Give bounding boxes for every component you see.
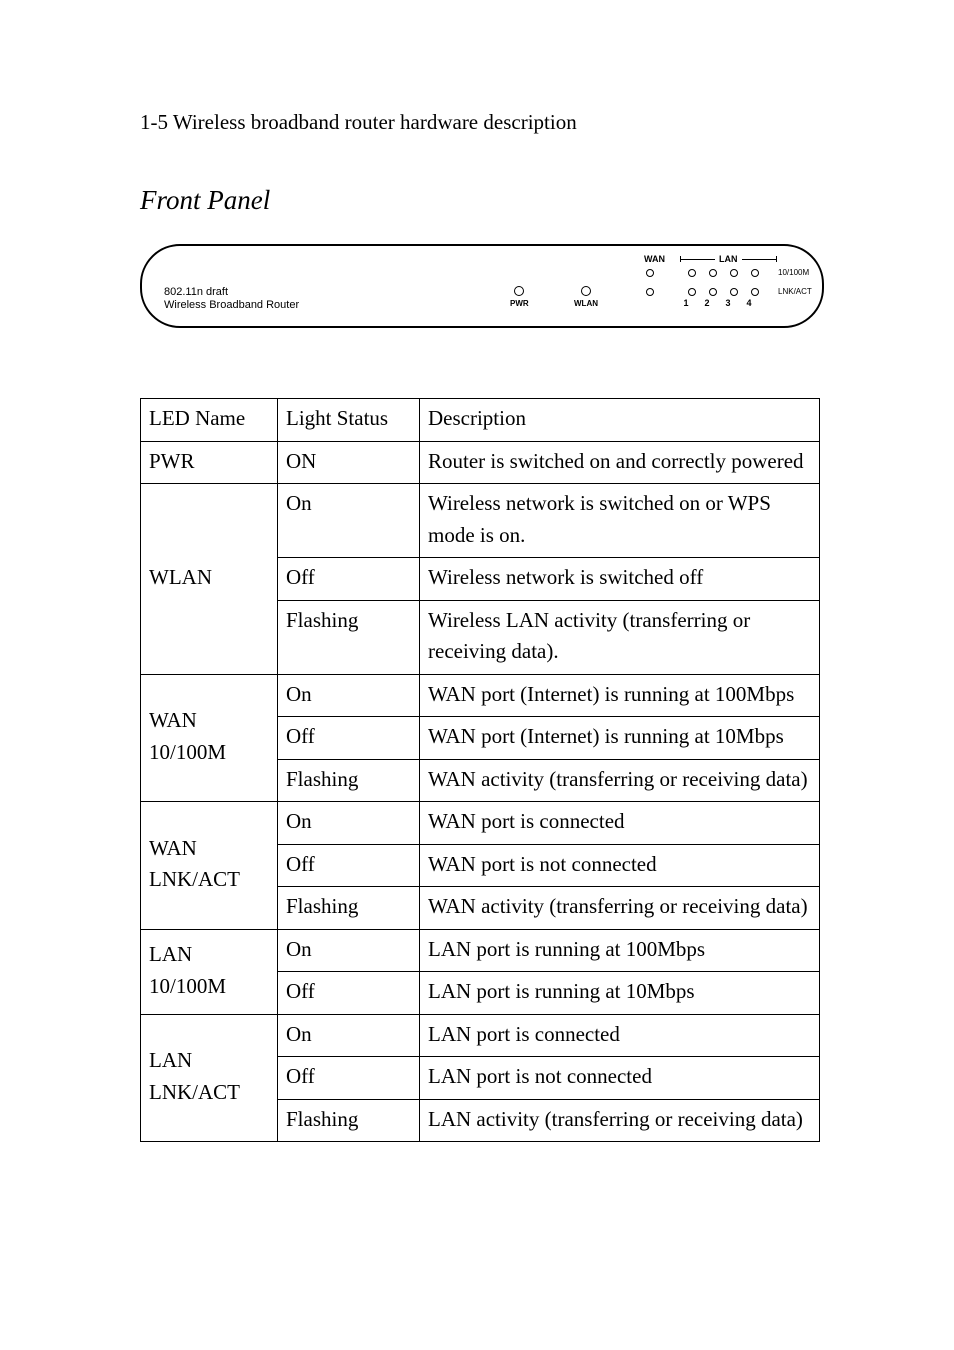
- lan-number: 3: [724, 298, 732, 308]
- panel-brand: 802.11n draft Wireless Broadband Router: [164, 286, 299, 312]
- led-name-cell: PWR: [141, 441, 278, 484]
- table-header-cell: Light Status: [278, 399, 420, 442]
- light-status-cell: Off: [278, 972, 420, 1015]
- description-cell: WAN port is connected: [420, 802, 820, 845]
- light-status-cell: Flashing: [278, 887, 420, 930]
- front-panel-diagram: 802.11n draft Wireless Broadband Router …: [140, 244, 824, 328]
- led-name-cell: WAN10/100M: [141, 674, 278, 802]
- led-circle-icon: [688, 288, 696, 296]
- light-status-cell: Flashing: [278, 1099, 420, 1142]
- description-cell: LAN activity (transferring or receiving …: [420, 1099, 820, 1142]
- light-status-cell: ON: [278, 441, 420, 484]
- light-status-cell: On: [278, 929, 420, 972]
- light-status-cell: Off: [278, 844, 420, 887]
- description-cell: LAN port is not connected: [420, 1057, 820, 1100]
- light-status-cell: Flashing: [278, 759, 420, 802]
- description-cell: Wireless LAN activity (transferring or r…: [420, 600, 820, 674]
- description-cell: Wireless network is switched on or WPS m…: [420, 484, 820, 558]
- led-circle-icon: [709, 288, 717, 296]
- description-cell: WAN port is not connected: [420, 844, 820, 887]
- led-name-cell: LAN10/100M: [141, 929, 278, 1014]
- light-status-cell: On: [278, 484, 420, 558]
- page: 1-5 Wireless broadband router hardware d…: [0, 0, 954, 1142]
- table-row: WANLNK/ACTOnWAN port is connected: [141, 802, 820, 845]
- table-header-cell: Description: [420, 399, 820, 442]
- panel-led-row-bottom: LNK/ACT: [646, 287, 812, 296]
- description-cell: WAN activity (transferring or receiving …: [420, 759, 820, 802]
- bracket-line-icon: [742, 259, 776, 260]
- section-title: 1-5 Wireless broadband router hardware d…: [140, 110, 824, 135]
- light-status-cell: On: [278, 802, 420, 845]
- panel-row-label-top: 10/100M: [778, 268, 809, 277]
- table-row: WAN10/100MOnWAN port (Internet) is runni…: [141, 674, 820, 717]
- front-panel-heading: Front Panel: [140, 185, 824, 216]
- led-circle-icon: [730, 288, 738, 296]
- light-status-cell: Flashing: [278, 600, 420, 674]
- lan-number: 4: [745, 298, 753, 308]
- panel-wan-label: WAN: [644, 254, 665, 264]
- panel-led-grid: 10/100M LNK/ACT 1 2 3 4: [646, 268, 812, 308]
- description-cell: WAN port (Internet) is running at 10Mbps: [420, 717, 820, 760]
- bracket-line-icon: [681, 259, 715, 260]
- description-cell: WAN port (Internet) is running at 100Mbp…: [420, 674, 820, 717]
- led-circle-icon: [514, 286, 524, 296]
- panel-row-label-bottom: LNK/ACT: [778, 287, 812, 296]
- led-circle-icon: [581, 286, 591, 296]
- light-status-cell: On: [278, 1014, 420, 1057]
- table-row: PWRONRouter is switched on and correctly…: [141, 441, 820, 484]
- light-status-cell: On: [278, 674, 420, 717]
- panel-led-wlan-label: WLAN: [574, 299, 598, 308]
- led-name-cell: LANLNK/ACT: [141, 1014, 278, 1142]
- panel-led-pwr: PWR: [510, 286, 529, 308]
- panel-led-row-top: 10/100M: [646, 268, 812, 277]
- description-cell: WAN activity (transferring or receiving …: [420, 887, 820, 930]
- led-table: LED NameLight StatusDescriptionPWRONRout…: [140, 398, 820, 1142]
- led-name-cell: WLAN: [141, 484, 278, 675]
- table-row: LANLNK/ACTOnLAN port is connected: [141, 1014, 820, 1057]
- led-circle-icon: [751, 269, 759, 277]
- led-circle-icon: [751, 288, 759, 296]
- table-header-row: LED NameLight StatusDescription: [141, 399, 820, 442]
- description-cell: Router is switched on and correctly powe…: [420, 441, 820, 484]
- panel-brand-line1: 802.11n draft: [164, 286, 299, 299]
- description-cell: LAN port is connected: [420, 1014, 820, 1057]
- description-cell: LAN port is running at 100Mbps: [420, 929, 820, 972]
- led-table-body: LED NameLight StatusDescriptionPWRONRout…: [141, 399, 820, 1142]
- panel-brand-line2: Wireless Broadband Router: [164, 299, 299, 312]
- panel-led-pwr-label: PWR: [510, 299, 529, 308]
- panel-lan-bracket: LAN: [680, 254, 777, 264]
- description-cell: LAN port is running at 10Mbps: [420, 972, 820, 1015]
- led-name-cell: WANLNK/ACT: [141, 802, 278, 930]
- bracket-tick-icon: [776, 256, 777, 262]
- light-status-cell: Off: [278, 1057, 420, 1100]
- table-header-cell: LED Name: [141, 399, 278, 442]
- panel-lan-label: LAN: [715, 254, 742, 264]
- lan-number: 2: [703, 298, 711, 308]
- description-cell: Wireless network is switched off: [420, 558, 820, 601]
- lan-number: 1: [682, 298, 690, 308]
- panel-led-wlan: WLAN: [574, 286, 598, 308]
- led-circle-icon: [730, 269, 738, 277]
- table-row: LAN10/100MOnLAN port is running at 100Mb…: [141, 929, 820, 972]
- led-circle-icon: [688, 269, 696, 277]
- light-status-cell: Off: [278, 558, 420, 601]
- light-status-cell: Off: [278, 717, 420, 760]
- led-circle-icon: [709, 269, 717, 277]
- led-circle-icon: [646, 269, 654, 277]
- led-circle-icon: [646, 288, 654, 296]
- panel-lan-numbers: 1 2 3 4: [682, 298, 812, 308]
- table-row: WLANOnWireless network is switched on or…: [141, 484, 820, 558]
